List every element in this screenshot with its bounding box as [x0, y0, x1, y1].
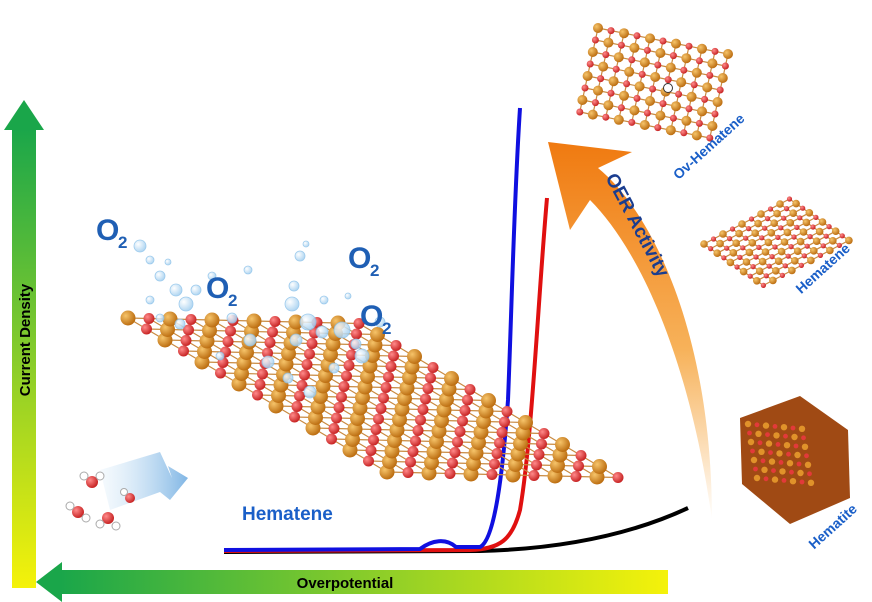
- hematene-slab: [120, 310, 624, 485]
- o2-label: O 2: [360, 300, 391, 338]
- ov-hematene-structure: [576, 23, 733, 142]
- o2-label: O 2: [96, 214, 127, 252]
- hematite-structure: [740, 396, 850, 524]
- o2-label-text: O: [348, 242, 371, 275]
- o2-label: O 2: [206, 272, 237, 310]
- water-molecule: [120, 488, 135, 503]
- o2-label-text: O: [206, 272, 229, 305]
- oer-activity-arrow: [548, 142, 712, 520]
- water-molecule: [79, 471, 105, 488]
- x-axis-arrow: [36, 562, 668, 602]
- water-molecules: [65, 452, 188, 531]
- water-flow-arrow: [100, 452, 188, 510]
- y-axis-arrow: [4, 100, 44, 588]
- y-axis-label: Current Density: [17, 283, 34, 396]
- o2-label-subscript: 2: [382, 319, 391, 338]
- x-axis-label: Overpotential: [297, 575, 394, 592]
- o2-label: O 2: [348, 242, 379, 280]
- hematene-substrate-label: Hematene: [242, 504, 333, 525]
- o2-label-subscript: 2: [370, 261, 379, 280]
- o2-bubbles: [133, 239, 386, 399]
- o2-label-text: O: [96, 214, 119, 247]
- ov-hematene-curve: [223, 107, 522, 552]
- polarization-curves: [223, 107, 689, 554]
- o2-label-text: O: [360, 300, 383, 333]
- water-molecule: [65, 501, 91, 523]
- o2-label-subscript: 2: [228, 291, 237, 310]
- o2-label-subscript: 2: [118, 233, 127, 252]
- hematene-curve: [223, 197, 549, 553]
- hematene-structure: [700, 196, 853, 288]
- water-molecule: [95, 512, 121, 531]
- hematite-curve: [223, 506, 689, 554]
